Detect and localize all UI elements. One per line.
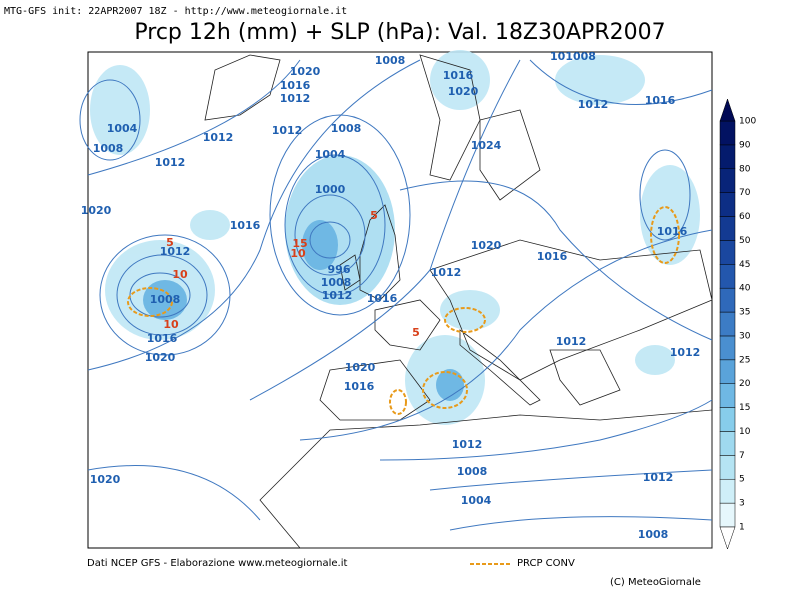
isobar-label: 1012	[203, 131, 234, 144]
source: Dati NCEP GFS - Elaborazione www.meteogi…	[87, 558, 347, 569]
colorbar-label: 100	[739, 117, 756, 127]
colorbar-label: 70	[739, 188, 751, 198]
isobar-label: 1000	[315, 183, 346, 196]
isobar-label: 1012	[155, 156, 186, 169]
colorbar-band	[719, 120, 736, 146]
isobar-label: 1012	[272, 124, 303, 137]
isobar-label: 996	[328, 263, 351, 276]
colorbar-label: 1	[739, 523, 745, 533]
isobar-label: 1016	[147, 332, 178, 345]
colorbar-label: 20	[739, 379, 751, 389]
colorbar-label: 45	[739, 260, 750, 270]
colorbar-band	[719, 502, 736, 528]
colorbar-band	[719, 407, 736, 432]
precip-label: 10	[172, 268, 188, 281]
subtitle: MTG-GFS init: 22APR2007 18Z - http://www…	[4, 6, 347, 17]
isobar-label: 101008	[550, 50, 596, 63]
precip-label: 10	[163, 318, 179, 331]
isobar-label: 1016	[280, 79, 311, 92]
isobar-label: 1016	[645, 94, 676, 107]
colorbar-band	[719, 264, 736, 289]
isobar-label: 1008	[375, 54, 406, 67]
colorbar-label: 60	[739, 212, 751, 222]
isobar-label: 1012	[670, 346, 701, 359]
colorbar-bottom-arrow	[719, 526, 736, 550]
isobar-label: 1008	[638, 528, 669, 541]
isobar-label: 1004	[315, 148, 346, 161]
precip-label: 5	[166, 236, 174, 249]
colorbar-label: 80	[739, 164, 751, 174]
isobar-label: 1008	[331, 122, 362, 135]
isobar-label: 1012	[160, 245, 191, 258]
colorbar-band	[719, 431, 736, 456]
isobar-label: 1020	[90, 473, 121, 486]
precip-label: 5	[370, 209, 378, 222]
isobar-label: 1012	[452, 438, 483, 451]
colorbar-band	[719, 168, 736, 193]
colorbar-band	[719, 383, 736, 408]
isobar-label: 1016	[367, 292, 398, 305]
colorbar-band	[719, 311, 736, 337]
colorbar-band	[719, 240, 736, 265]
colorbar-band	[719, 455, 736, 480]
isobar-label: 1020	[290, 65, 321, 78]
colorbar-label: 90	[739, 140, 751, 150]
precip-label: 15	[292, 237, 307, 250]
isobar-label: 1016	[344, 380, 375, 393]
colorbar-label: 10	[739, 427, 751, 437]
colorbar-band	[719, 216, 736, 241]
isobar-label: 1012	[578, 98, 609, 111]
isobar-label: 1008	[457, 465, 488, 478]
convective-precip	[127, 206, 680, 415]
isobar-label: 1024	[471, 139, 502, 152]
colorbar-band	[719, 335, 736, 361]
isobar-label: 1016	[657, 225, 688, 238]
colorbar-label: 40	[739, 284, 751, 294]
colorbar-label: 25	[739, 355, 750, 365]
colorbar-top-arrow	[719, 98, 736, 122]
colorbar-label: 35	[739, 308, 750, 318]
isobar-label: 1016	[537, 250, 568, 263]
isobars	[79, 59, 713, 531]
isobar-label: 1004	[107, 122, 138, 135]
credit: (C) MeteoGiornale	[610, 577, 701, 588]
isobar-label: 1020	[345, 361, 376, 374]
isobar-label: 1016	[230, 219, 261, 232]
isobar-label: 1020	[81, 204, 112, 217]
isobar-label: 1012	[431, 266, 462, 279]
colorbar-label: 15	[739, 403, 750, 413]
title: Prcp 12h (mm) + SLP (hPa): Val. 18Z30APR…	[134, 20, 665, 45]
legend-label: PRCP CONV	[517, 558, 575, 569]
colorbar-label: 3	[739, 499, 745, 509]
colorbar-label: 5	[739, 475, 745, 485]
isobar-label: 1012	[556, 335, 587, 348]
isobar-label: 1016	[443, 69, 474, 82]
isobar-label: 1004	[461, 494, 492, 507]
isobar-label: 1008	[93, 142, 124, 155]
colorbar-band	[719, 478, 736, 504]
colorbar-label: 30	[739, 331, 751, 341]
precip-label: 10	[290, 247, 306, 260]
precip-label: 5	[412, 326, 420, 339]
isobar-label: 1008	[150, 293, 181, 306]
isobar-label: 1012	[322, 289, 353, 302]
colorbar-band	[719, 144, 736, 170]
colorbar-label: 7	[739, 451, 745, 461]
isobar-label: 1020	[471, 239, 502, 252]
isobar-label: 1020	[448, 85, 479, 98]
colorbar-band	[719, 287, 736, 313]
colorbar-label: 50	[739, 236, 751, 246]
colorbar-band	[719, 359, 736, 384]
isobar-label: 1012	[643, 471, 674, 484]
isobar-label: 1008	[321, 276, 352, 289]
isobar-label: 1020	[145, 351, 176, 364]
isobar-label: 1012	[280, 92, 311, 105]
colorbar-band	[719, 192, 736, 217]
